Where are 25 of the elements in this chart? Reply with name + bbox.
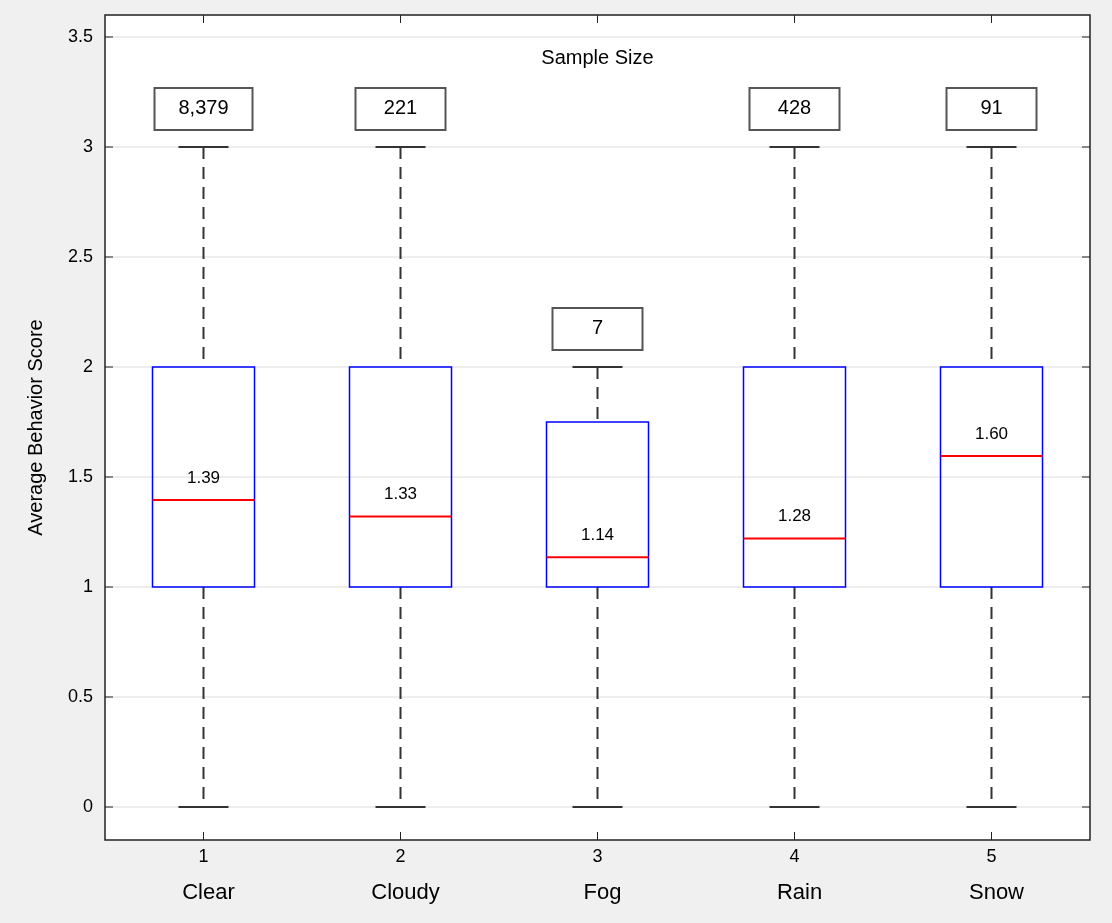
annotation: 91 (980, 96, 1003, 119)
annotation: 1.28 (777, 506, 812, 526)
annotation: 428 (777, 96, 812, 119)
annotation: 1.33 (383, 484, 418, 504)
annotation: 221 (383, 96, 418, 119)
annotation: 7 (591, 316, 604, 339)
annotation: 1.60 (974, 423, 1009, 443)
y-tick-label: 3 (82, 135, 93, 156)
annotation: 1.14 (580, 524, 615, 544)
y-tick-label: 0.5 (67, 685, 93, 706)
y-tick-label: 2.5 (67, 245, 93, 266)
y-tick-label: 0 (82, 795, 93, 816)
x-tick-label: 3 Fog (583, 846, 622, 904)
y-tick-label: 3.5 (67, 25, 93, 46)
annotation: 1.39 (186, 467, 221, 487)
x-tick-label: 2 Cloudy (371, 846, 440, 904)
annotation: 8,379 (178, 96, 229, 119)
y-axis-title: Average Behavior Score (24, 319, 46, 536)
x-tick-label: 5 Snow (968, 846, 1025, 904)
x-tick-label: 1 Clear (182, 846, 235, 904)
y-tick-label: 1.5 (67, 465, 93, 486)
annotation: Sample Size (541, 46, 654, 69)
y-tick-label: 1 (82, 575, 93, 596)
y-tick-label: 2 (82, 355, 93, 376)
x-tick-label: 4 Rain (776, 846, 823, 904)
